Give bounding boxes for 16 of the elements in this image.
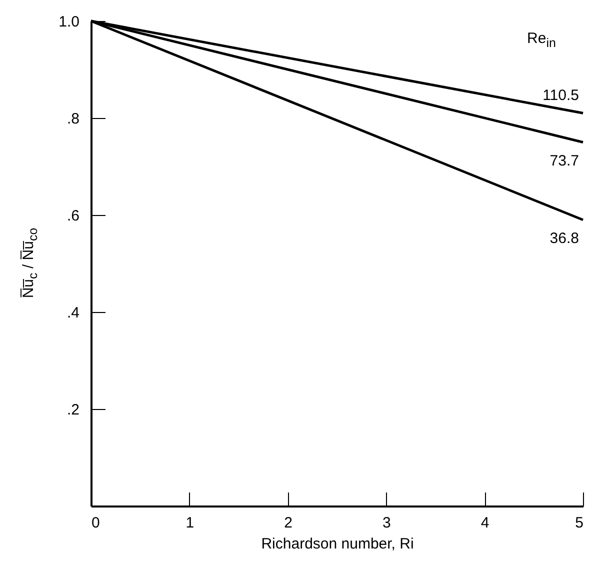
- y-tick-label: .2: [66, 402, 80, 418]
- x-axis-title: Richardson number, Ri: [261, 536, 414, 552]
- series-label: 110.5: [542, 87, 579, 104]
- y-tick-label: .8: [66, 110, 80, 128]
- x-tick-label: 2: [284, 514, 292, 532]
- series-label: 73.7: [550, 152, 579, 170]
- x-tick-label: 3: [382, 514, 391, 532]
- x-tick-label: 0: [92, 514, 100, 532]
- x-tick-label: 5: [575, 514, 584, 532]
- x-tick-label: 1: [186, 514, 194, 532]
- legend-title: Re$_{in}$: [527, 30, 556, 50]
- y-tick-label: .6: [66, 208, 80, 224]
- x-tick-label: 4: [480, 514, 490, 532]
- y-tick-label: .4: [66, 304, 80, 322]
- y-tick-label: 1.0: [58, 14, 80, 30]
- series-label: 36.8: [550, 230, 579, 247]
